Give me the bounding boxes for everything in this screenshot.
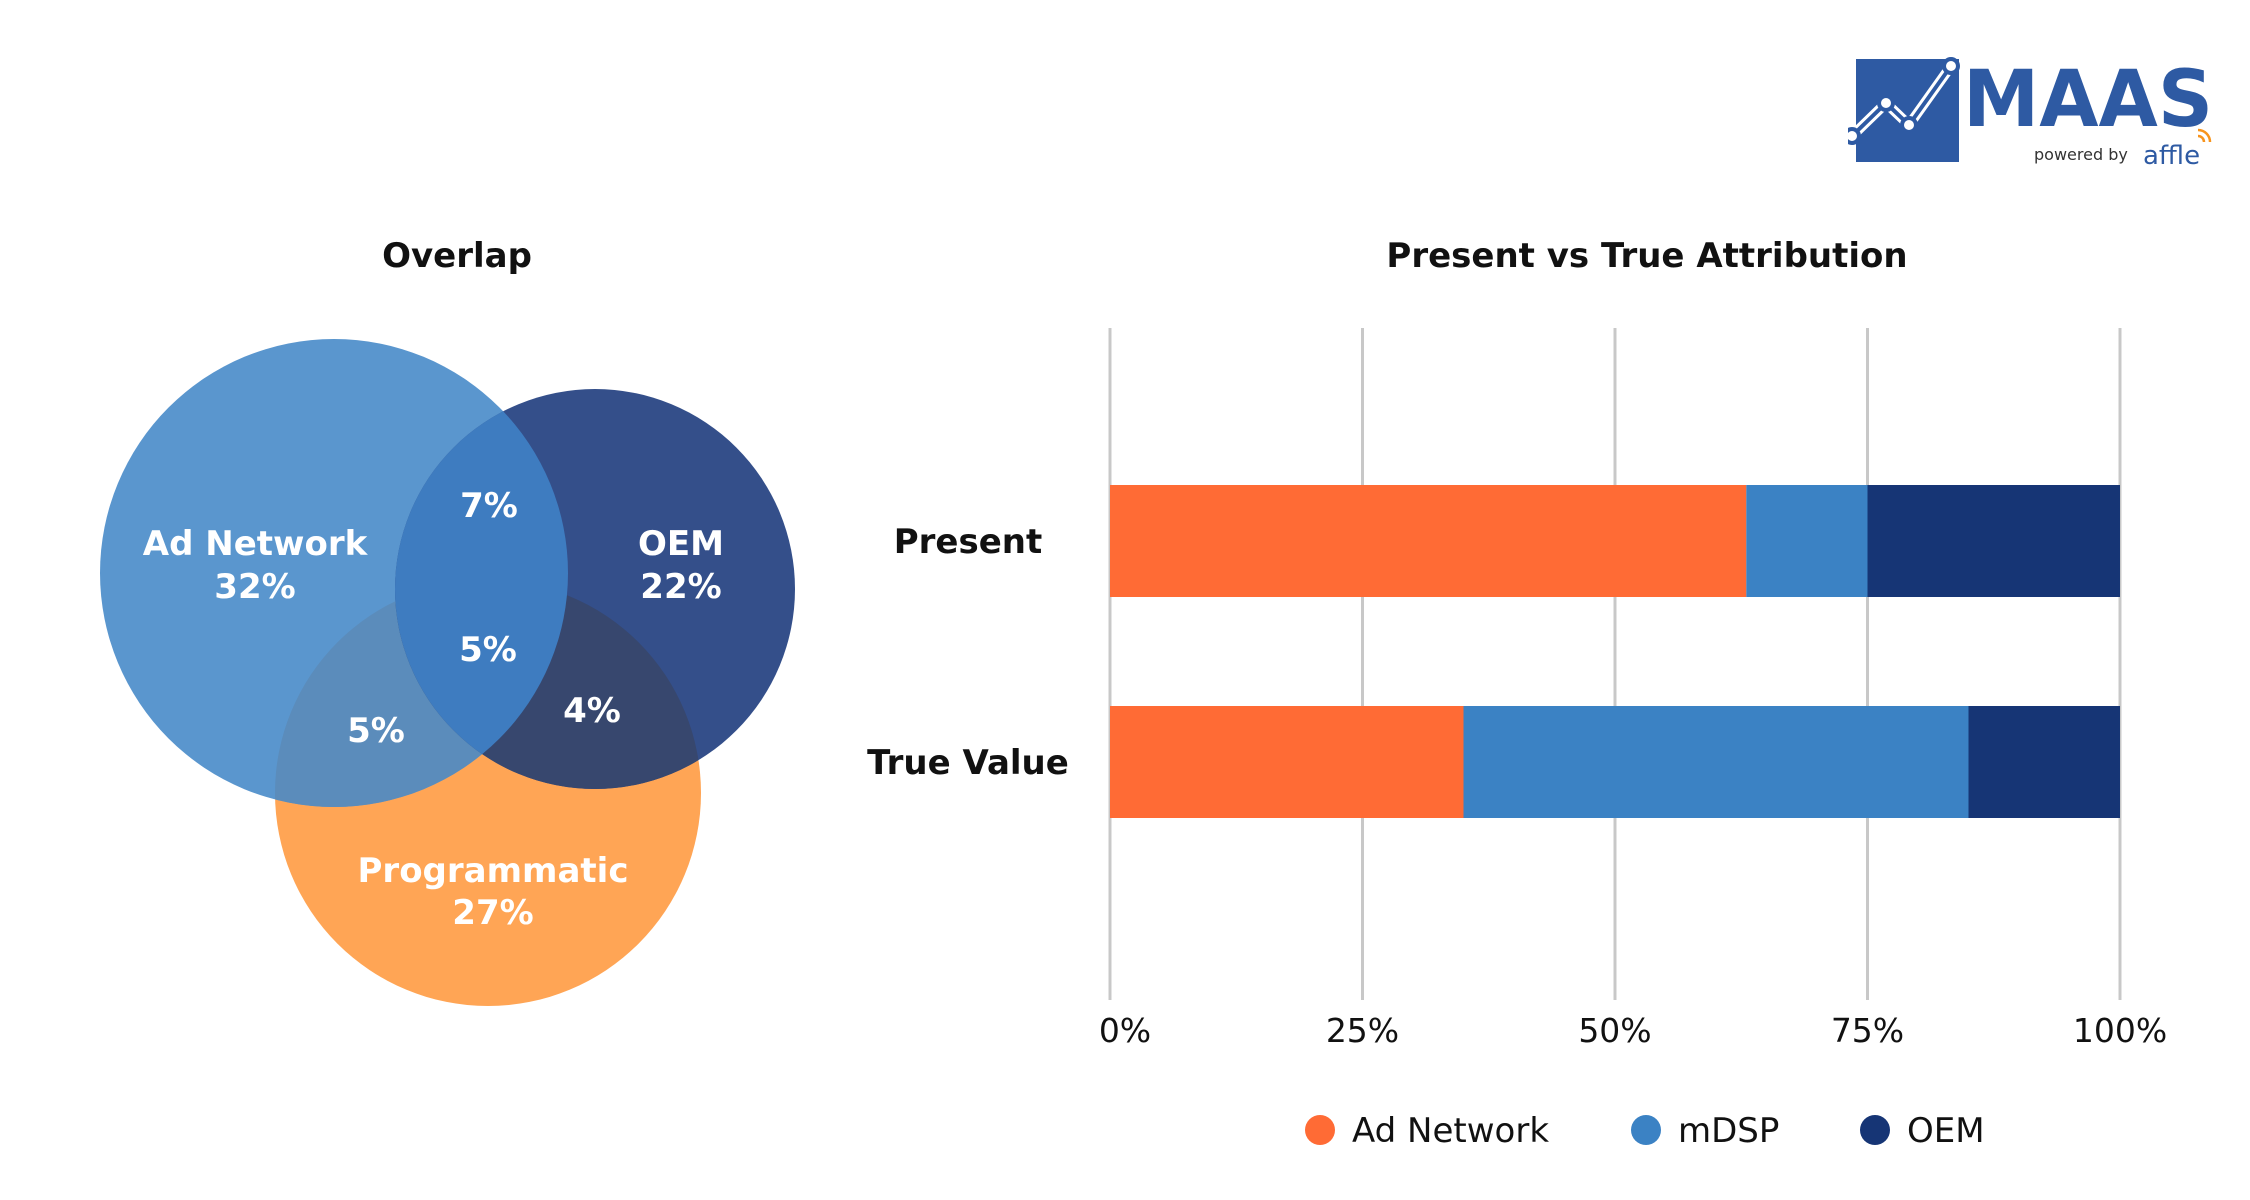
logo-signal-icon xyxy=(2197,134,2206,143)
bar-chart-tick-labels: 0% 25% 50% 75% 100% xyxy=(1099,1011,2167,1050)
bar-chart-bars xyxy=(1110,485,2120,818)
logo-node-4 xyxy=(1942,57,1960,75)
logo-node-2 xyxy=(1877,94,1895,112)
x-tick-label-100-: 100% xyxy=(2073,1011,2167,1050)
bar-true-value-mdsp xyxy=(1463,706,1969,818)
logo-wordmark: MAAS xyxy=(1963,56,2213,145)
maas-logo-svg: MAAS powered by affle xyxy=(1843,55,2213,171)
venn-overlap-ad-oem-group xyxy=(395,389,568,789)
venn-value-programmatic: 27% xyxy=(452,893,533,933)
legend-label-mdsp: mDSP xyxy=(1678,1111,1779,1151)
logo-signal-icon-outer xyxy=(2197,128,2212,143)
x-tick-label-25-: 25% xyxy=(1326,1011,1399,1050)
bar-chart-gridlines xyxy=(1108,328,2122,1000)
bar-present-oem xyxy=(1867,485,2120,597)
venn-value-ad-oem: 7% xyxy=(460,486,518,526)
bar-present-ad-network xyxy=(1110,485,1747,597)
maas-logo: MAAS powered by affle xyxy=(1843,55,2218,178)
category-label-true-value: True Value xyxy=(867,743,1069,783)
venn-overlap-oem-programmatic xyxy=(395,580,701,789)
x-tick-label-0-: 0% xyxy=(1099,1011,1151,1050)
x-tick-label-75-: 75% xyxy=(1831,1011,1904,1050)
bar-chart-title: Present vs True Attribution xyxy=(1386,236,1907,276)
venn-overlap-ad-oem xyxy=(395,389,568,789)
venn-value-ad-programmatic: 5% xyxy=(347,711,405,751)
legend-swatch-oem xyxy=(1860,1115,1890,1145)
legend-swatch-mdsp xyxy=(1631,1115,1661,1145)
logo-trend-inner xyxy=(1850,64,1953,138)
x-tick-label-50-: 50% xyxy=(1578,1011,1651,1050)
bar-chart-category-labels: Present True Value xyxy=(867,522,1069,783)
venn-label-programmatic: Programmatic xyxy=(358,851,629,891)
bar-true-value-ad-network xyxy=(1110,706,1464,818)
bar-chart-legend: Ad Network mDSP OEM xyxy=(1305,1111,1985,1151)
legend-label-ad-network: Ad Network xyxy=(1352,1111,1549,1151)
bar-true-value-oem xyxy=(1968,706,2120,818)
venn-value-all-three: 5% xyxy=(459,630,517,670)
venn-title: Overlap xyxy=(382,236,532,276)
legend-label-oem: OEM xyxy=(1907,1111,1985,1151)
venn-label-ad-network: Ad Network xyxy=(143,524,369,564)
legend-swatch-ad-network xyxy=(1305,1115,1335,1145)
venn-value-oem: 22% xyxy=(640,567,721,607)
bar-present-mdsp xyxy=(1746,485,1868,597)
venn-label-oem: OEM xyxy=(638,524,724,564)
category-label-present: Present xyxy=(894,522,1043,562)
venn-value-oem-programmatic: 4% xyxy=(563,691,621,731)
venn-value-ad-network: 32% xyxy=(214,567,295,607)
logo-affle: affle xyxy=(2143,141,2200,171)
logo-powered-by: powered by xyxy=(2034,145,2128,164)
logo-node-3 xyxy=(1900,116,1918,134)
